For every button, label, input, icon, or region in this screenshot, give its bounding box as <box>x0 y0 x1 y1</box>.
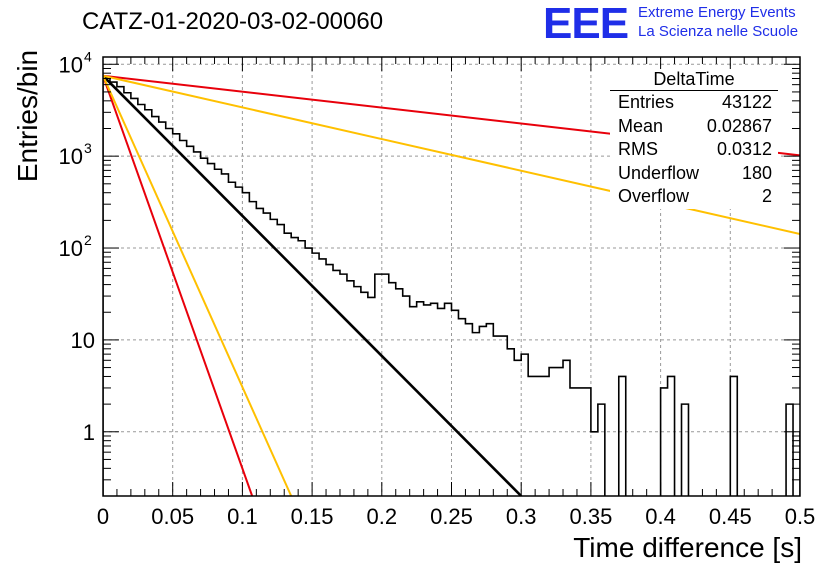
stats-value: 0.0312 <box>716 139 772 159</box>
stats-row-mean: Mean 0.02867 <box>610 115 778 139</box>
x-tick-label: 0.15 <box>291 504 334 529</box>
stats-label: Entries <box>618 92 675 112</box>
y-tick-label: 10 <box>59 144 83 169</box>
fit-line <box>103 74 523 496</box>
x-tick-label: 0.2 <box>367 504 398 529</box>
stats-box-name: DeltaTime <box>610 69 778 91</box>
eee-logo-text: Extreme Energy Events La Scienza nelle S… <box>638 3 798 41</box>
y-tick-exponent: 4 <box>84 48 92 64</box>
y-tick-label: 10 <box>71 328 95 353</box>
histogram <box>103 76 800 496</box>
eee-logo: EEE <box>543 0 629 48</box>
x-tick-label: 0.25 <box>430 504 473 529</box>
x-axis-label: Time difference [s] <box>573 532 802 563</box>
x-tick-label: 0.4 <box>645 504 676 529</box>
chart-title: CATZ-01-2020-03-02-00060 <box>82 8 384 35</box>
y-tick-exponent: 3 <box>84 140 92 156</box>
stats-value: 0.02867 <box>706 115 772 136</box>
stats-row-rms: RMS 0.0312 <box>610 138 778 162</box>
stats-row-entries: Entries 43122 <box>610 91 778 115</box>
y-axis-label: Entries/bin <box>12 49 43 183</box>
stats-value: 43122 <box>721 92 772 112</box>
stats-label: Underflow <box>618 162 700 183</box>
x-tick-label: 0.35 <box>569 504 612 529</box>
stats-label: Overflow <box>618 186 690 206</box>
fit-line <box>103 75 254 496</box>
stats-value: 180 <box>741 162 772 183</box>
stats-value: 2 <box>761 186 772 206</box>
stats-row-overflow: Overflow 2 <box>610 185 778 209</box>
stats-label: RMS <box>618 139 658 159</box>
fit-line <box>103 75 293 496</box>
stats-label: Mean <box>618 115 664 136</box>
x-tick-label: 0.3 <box>506 504 537 529</box>
y-tick-label: 10 <box>59 52 83 77</box>
x-tick-label: 0.45 <box>709 504 752 529</box>
x-tick-label: 0 <box>97 504 109 529</box>
x-tick-label: 0.5 <box>785 504 816 529</box>
stats-box: DeltaTime Entries 43122 Mean 0.02867 RMS… <box>610 69 778 209</box>
x-tick-label: 0.1 <box>227 504 258 529</box>
logo-line-1: Extreme Energy Events <box>638 4 796 21</box>
logo-line-2: La Scienza nelle Scuole <box>638 23 799 40</box>
stats-row-underflow: Underflow 180 <box>610 162 778 186</box>
y-tick-label: 10 <box>59 236 83 261</box>
y-tick-exponent: 2 <box>84 232 92 248</box>
y-tick-label: 1 <box>83 420 95 445</box>
x-tick-label: 0.05 <box>151 504 194 529</box>
